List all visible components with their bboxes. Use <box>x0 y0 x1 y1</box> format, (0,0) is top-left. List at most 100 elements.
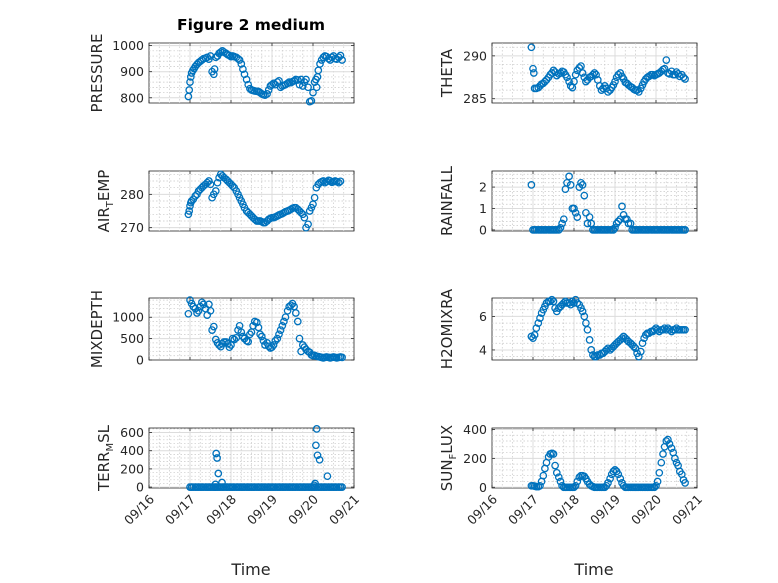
pressure-point <box>307 97 316 105</box>
pressure-point <box>225 51 234 60</box>
sun-flux-point <box>653 477 662 486</box>
terr-msl-series <box>186 425 346 491</box>
pressure-point <box>319 53 328 62</box>
h2omixra-y-axis-label: H2OMIXRA <box>438 288 456 369</box>
pressure-point <box>210 65 219 73</box>
rainfall-point <box>559 215 568 224</box>
subplot-mixdepth: 0 500 1000 MIXDEPTH <box>88 290 355 368</box>
h2omixra-point <box>665 325 674 334</box>
h2omixra-y-tick-label: 4 <box>479 342 487 357</box>
sun-flux-point <box>657 458 666 467</box>
terr-msl-point <box>312 425 321 433</box>
mixdepth-point <box>194 306 203 315</box>
terr-msl-grid <box>149 428 354 488</box>
rainfall-y-tick-label: 2 <box>479 180 487 195</box>
sun-flux-point <box>616 474 625 483</box>
mixdepth-y-axis-label: MIXDEPTH <box>88 290 106 368</box>
theta-y-tick-label: 290 <box>463 48 487 63</box>
h2omixra-point <box>530 331 539 339</box>
h2omixra-point <box>542 299 551 307</box>
h2omixra-point <box>634 352 643 361</box>
mixdepth-point <box>218 339 227 348</box>
mixdepth-point <box>184 309 193 318</box>
theta-point <box>529 64 537 73</box>
mixdepth-point <box>199 300 208 309</box>
air-temp-point <box>187 197 196 205</box>
h2omixra-point <box>681 325 689 334</box>
pressure-point <box>290 76 298 85</box>
rainfall-point <box>556 223 565 232</box>
rainfall-point <box>681 226 689 234</box>
theta-point <box>582 77 590 86</box>
rainfall-point <box>612 219 621 228</box>
terr-msl-point <box>315 455 324 464</box>
h2omixra-point <box>636 347 645 356</box>
air-temp-y-tick-label: 270 <box>120 220 144 235</box>
rainfall-point <box>558 219 566 228</box>
mixdepth-y-tick-label: 1000 <box>112 310 144 325</box>
pressure-y-tick-label: 900 <box>120 64 144 79</box>
sun-flux-point <box>549 450 558 458</box>
h2omixra-point <box>638 339 647 348</box>
sun-flux-point <box>650 483 659 492</box>
h2omixra-point <box>548 295 556 304</box>
theta-y-axis-label: THETA <box>438 48 456 98</box>
sun-flux-point <box>614 470 623 479</box>
subplot-rainfall: 0 1 2 RAINFALL <box>438 165 698 237</box>
air-temp-point <box>186 202 194 210</box>
air-temp-point <box>334 178 343 187</box>
pressure-point <box>338 56 346 64</box>
x-axis-label-right: Time <box>573 560 613 579</box>
sun-flux-point <box>573 477 582 486</box>
h2omixra-point <box>546 297 555 306</box>
terr-msl-y-axis-label: TERRMSL <box>95 424 116 492</box>
x-axis-label-left: Time <box>230 560 270 579</box>
pressure-point <box>316 60 324 68</box>
sun-flux-series <box>527 435 689 492</box>
mixdepth-point <box>246 330 254 339</box>
mixdepth-point <box>230 335 239 344</box>
sun-flux-y-tick-label: 200 <box>463 451 487 466</box>
pressure-point <box>209 70 218 79</box>
pressure-point <box>216 48 225 56</box>
rainfall-y-tick-label: 1 <box>479 201 487 216</box>
h2omixra-point <box>587 346 596 354</box>
pressure-series <box>184 46 346 106</box>
mixdepth-series <box>184 296 346 362</box>
sun-flux-point <box>681 479 689 487</box>
pressure-point <box>293 76 302 84</box>
sun-flux-point <box>571 481 580 490</box>
terr-msl-y-tick-label: 200 <box>120 461 144 476</box>
h2omixra-point <box>585 336 594 344</box>
theta-point <box>570 77 578 86</box>
theta-point <box>590 69 599 77</box>
h2omixra-point <box>534 319 543 327</box>
subplot-pressure: 800 900 1000 PRESSURE <box>88 34 355 112</box>
pressure-point <box>312 83 321 92</box>
terr-msl-point <box>211 480 220 489</box>
rainfall-series <box>527 172 689 234</box>
air-temp-point <box>185 207 194 215</box>
pressure-point <box>309 88 317 97</box>
rainfall-point <box>623 215 631 224</box>
mixdepth-point <box>283 306 292 315</box>
rainfall-point <box>527 181 536 189</box>
rainfall-point <box>609 226 618 234</box>
sun-flux-y-axis-label: SUNFLUX <box>438 425 459 491</box>
terr-msl-y-tick-label: 600 <box>120 425 144 440</box>
air-temp-point <box>213 178 222 187</box>
h2omixra-point <box>583 325 592 334</box>
air-temp-point <box>336 177 345 186</box>
sun-flux-point <box>554 473 563 482</box>
pressure-point <box>237 60 246 68</box>
mixdepth-point <box>244 337 253 346</box>
air-temp-y-axis-label: AIRTEMP <box>95 170 116 233</box>
theta-point <box>681 75 689 83</box>
figure-title: Figure 2 medium <box>177 16 325 34</box>
air-temp-series <box>184 170 345 232</box>
sun-flux-point <box>652 481 660 490</box>
air-temp-point <box>304 220 312 229</box>
h2omixra-point <box>573 299 582 307</box>
